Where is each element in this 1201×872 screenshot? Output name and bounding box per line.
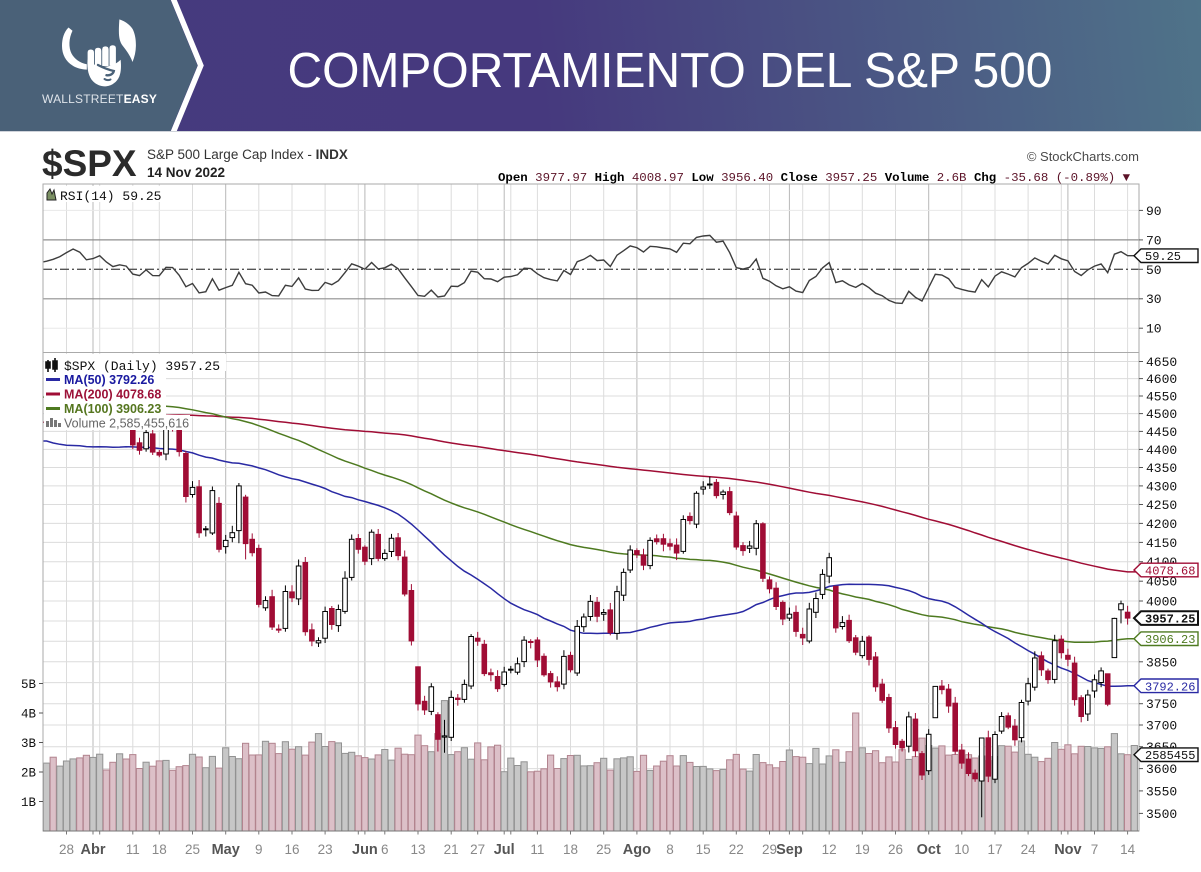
svg-text:26: 26 <box>888 842 903 857</box>
svg-text:4450: 4450 <box>1146 425 1177 440</box>
svg-text:11: 11 <box>126 842 140 857</box>
svg-text:50: 50 <box>1146 263 1162 278</box>
svg-text:4078.68: 4078.68 <box>1145 565 1195 579</box>
svg-text:70: 70 <box>1146 233 1162 248</box>
svg-text:8: 8 <box>666 842 674 857</box>
svg-text:15: 15 <box>696 842 711 857</box>
svg-text:4B: 4B <box>21 708 37 722</box>
svg-text:14: 14 <box>1120 842 1136 857</box>
svg-text:28: 28 <box>59 842 74 857</box>
svg-text:30: 30 <box>1146 292 1162 307</box>
svg-text:4500: 4500 <box>1146 407 1177 422</box>
svg-text:4650: 4650 <box>1146 355 1177 370</box>
svg-text:12: 12 <box>822 842 837 857</box>
svg-text:90: 90 <box>1146 204 1162 219</box>
svg-text:May: May <box>212 842 240 858</box>
svg-text:3750: 3750 <box>1146 697 1177 712</box>
svg-text:4300: 4300 <box>1146 479 1177 494</box>
svg-text:Volume 2,585,455,616: Volume 2,585,455,616 <box>64 417 189 431</box>
svg-text:4550: 4550 <box>1146 390 1177 405</box>
svg-text:MA(50) 3792.26: MA(50) 3792.26 <box>64 373 154 387</box>
svg-text:MA(100) 3906.23: MA(100) 3906.23 <box>64 402 161 416</box>
svg-text:Open 3977.97 High 4008.97 Low: Open 3977.97 High 4008.97 Low 3956.40 Cl… <box>498 171 1131 185</box>
svg-text:COMPORTAMIENTO DEL S&P 500: COMPORTAMIENTO DEL S&P 500 <box>288 43 1053 98</box>
svg-text:4150: 4150 <box>1146 536 1177 551</box>
svg-text:25: 25 <box>596 842 611 857</box>
svg-text:3700: 3700 <box>1146 719 1177 734</box>
svg-text:Ago: Ago <box>623 842 651 858</box>
svg-text:4050: 4050 <box>1146 575 1177 590</box>
svg-text:3957.25: 3957.25 <box>1145 613 1195 627</box>
svg-text:16: 16 <box>284 842 299 857</box>
svg-text:2585455: 2585455 <box>1145 749 1195 763</box>
svg-text:29: 29 <box>762 842 777 857</box>
svg-text:3B: 3B <box>21 737 37 751</box>
svg-text:MA(200) 4078.68: MA(200) 4078.68 <box>64 388 161 402</box>
svg-text:11: 11 <box>530 842 544 857</box>
svg-text:27: 27 <box>470 842 485 857</box>
svg-text:Oct: Oct <box>917 842 941 858</box>
svg-text:18: 18 <box>563 842 578 857</box>
svg-text:6: 6 <box>381 842 389 857</box>
svg-text:21: 21 <box>444 842 459 857</box>
svg-text:19: 19 <box>855 842 870 857</box>
svg-text:10: 10 <box>954 842 969 857</box>
svg-text:Sep: Sep <box>776 842 803 858</box>
svg-text:Jul: Jul <box>494 842 515 858</box>
svg-text:25: 25 <box>185 842 200 857</box>
svg-text:3850: 3850 <box>1146 655 1177 670</box>
svg-text:S&P 500 Large Cap Index - INDX: S&P 500 Large Cap Index - INDX <box>147 147 348 162</box>
svg-text:13: 13 <box>410 842 425 857</box>
svg-text:17: 17 <box>987 842 1002 857</box>
svg-text:3550: 3550 <box>1146 784 1177 799</box>
svg-text:22: 22 <box>729 842 744 857</box>
svg-text:4000: 4000 <box>1146 595 1177 610</box>
svg-text:$SPX (Daily) 3957.25: $SPX (Daily) 3957.25 <box>64 359 220 374</box>
svg-text:$SPX: $SPX <box>42 143 137 184</box>
svg-text:Nov: Nov <box>1054 842 1081 858</box>
svg-text:7: 7 <box>1091 842 1099 857</box>
svg-text:4350: 4350 <box>1146 461 1177 476</box>
svg-text:59.25: 59.25 <box>1145 250 1181 264</box>
svg-text:10: 10 <box>1146 322 1162 337</box>
svg-text:3500: 3500 <box>1146 807 1177 822</box>
svg-text:14 Nov 2022: 14 Nov 2022 <box>147 165 225 180</box>
svg-text:18: 18 <box>152 842 167 857</box>
svg-text:9: 9 <box>255 842 263 857</box>
svg-text:2B: 2B <box>21 767 37 781</box>
svg-text:4400: 4400 <box>1146 443 1177 458</box>
svg-text:WALLSTREETEASY: WALLSTREETEASY <box>42 92 157 106</box>
svg-text:3906.23: 3906.23 <box>1145 633 1195 647</box>
svg-text:3600: 3600 <box>1146 762 1177 777</box>
svg-text:4250: 4250 <box>1146 498 1177 513</box>
svg-text:5B: 5B <box>21 678 37 692</box>
svg-text:RSI(14) 59.25: RSI(14) 59.25 <box>60 189 161 204</box>
svg-text:1B: 1B <box>21 796 37 810</box>
svg-text:Abr: Abr <box>81 842 106 858</box>
svg-text:23: 23 <box>318 842 333 857</box>
svg-text:3792.26: 3792.26 <box>1145 680 1195 694</box>
svg-text:4600: 4600 <box>1146 372 1177 387</box>
svg-text:4200: 4200 <box>1146 517 1177 532</box>
svg-text:24: 24 <box>1021 842 1037 857</box>
svg-text:© StockCharts.com: © StockCharts.com <box>1027 149 1139 164</box>
svg-text:Jun: Jun <box>352 842 378 858</box>
